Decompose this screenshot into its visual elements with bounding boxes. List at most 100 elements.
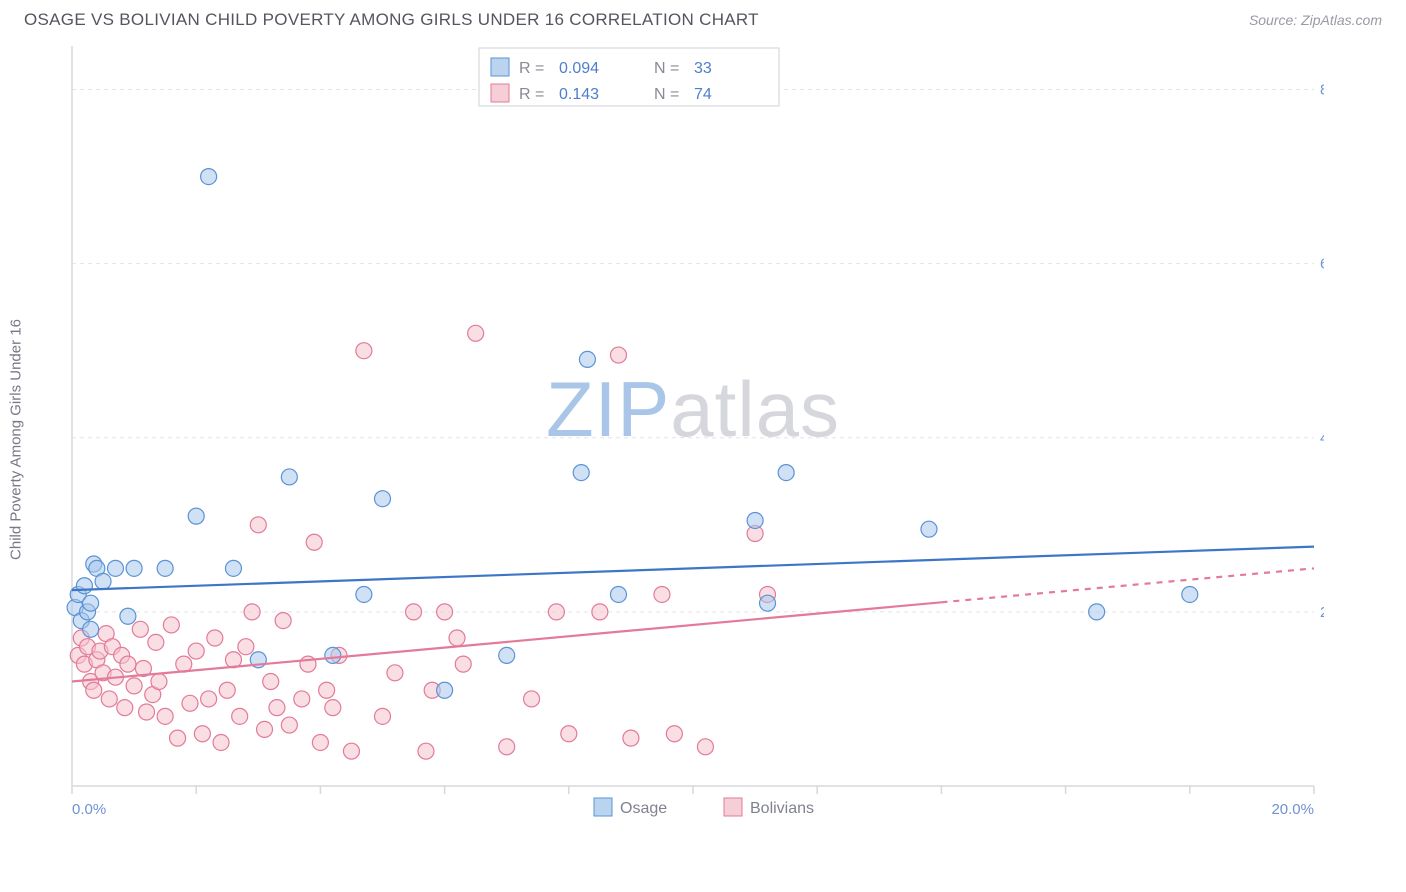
data-point-bolivians xyxy=(201,691,217,707)
data-point-bolivians xyxy=(654,586,670,602)
data-point-bolivians xyxy=(269,700,285,716)
y-tick-label: 20.0% xyxy=(1320,604,1324,621)
trend-line-bolivians-extrapolated xyxy=(941,568,1314,602)
data-point-bolivians xyxy=(548,604,564,620)
data-point-bolivians xyxy=(468,325,484,341)
data-point-bolivians xyxy=(163,617,179,633)
data-point-bolivians xyxy=(188,643,204,659)
trend-line-osage xyxy=(72,547,1314,591)
series-swatch-osage xyxy=(594,798,612,816)
y-tick-label: 40.0% xyxy=(1320,430,1324,447)
data-point-osage xyxy=(778,465,794,481)
data-point-osage xyxy=(1182,586,1198,602)
data-point-bolivians xyxy=(375,708,391,724)
data-point-bolivians xyxy=(294,691,310,707)
data-point-bolivians xyxy=(238,639,254,655)
data-point-bolivians xyxy=(148,634,164,650)
data-point-osage xyxy=(356,586,372,602)
svg-text:R =: R = xyxy=(519,86,544,103)
data-point-bolivians xyxy=(387,665,403,681)
data-point-bolivians xyxy=(132,621,148,637)
r-value-osage: 0.094 xyxy=(559,60,599,77)
data-point-bolivians xyxy=(623,730,639,746)
data-point-osage xyxy=(573,465,589,481)
data-point-osage xyxy=(83,621,99,637)
data-point-bolivians xyxy=(126,678,142,694)
data-point-osage xyxy=(747,512,763,528)
data-point-bolivians xyxy=(499,739,515,755)
trend-line-bolivians xyxy=(72,602,941,681)
correlation-scatter-chart: 20.0%40.0%60.0%80.0%0.0%20.0%ZIPatlasR =… xyxy=(24,36,1324,826)
data-point-bolivians xyxy=(610,347,626,363)
data-point-bolivians xyxy=(275,613,291,629)
data-point-bolivians xyxy=(455,656,471,672)
data-point-bolivians xyxy=(356,343,372,359)
data-point-bolivians xyxy=(101,691,117,707)
data-point-bolivians xyxy=(263,674,279,690)
data-point-bolivians xyxy=(170,730,186,746)
x-tick-label: 20.0% xyxy=(1271,801,1314,818)
source-name: ZipAtlas.com xyxy=(1301,12,1382,28)
data-point-osage xyxy=(610,586,626,602)
series-label-osage: Osage xyxy=(620,800,667,817)
data-point-bolivians xyxy=(524,691,540,707)
data-point-bolivians xyxy=(182,695,198,711)
data-point-bolivians xyxy=(592,604,608,620)
data-point-bolivians xyxy=(250,517,266,533)
data-point-bolivians xyxy=(139,704,155,720)
data-point-osage xyxy=(95,573,111,589)
data-point-osage xyxy=(437,682,453,698)
data-point-osage xyxy=(281,469,297,485)
data-point-bolivians xyxy=(157,708,173,724)
data-point-bolivians xyxy=(213,734,229,750)
svg-text:N =: N = xyxy=(654,60,679,77)
data-point-osage xyxy=(225,560,241,576)
data-point-osage xyxy=(1089,604,1105,620)
n-value-bolivians: 74 xyxy=(694,86,712,103)
data-point-bolivians xyxy=(281,717,297,733)
data-point-bolivians xyxy=(325,700,341,716)
watermark: ZIPatlas xyxy=(546,365,840,453)
data-point-osage xyxy=(325,647,341,663)
data-point-osage xyxy=(760,595,776,611)
data-point-osage xyxy=(201,169,217,185)
data-point-osage xyxy=(107,560,123,576)
x-tick-label: 0.0% xyxy=(72,801,106,818)
data-point-bolivians xyxy=(312,734,328,750)
svg-text:N =: N = xyxy=(654,86,679,103)
y-axis-label: Child Poverty Among Girls Under 16 xyxy=(8,319,25,560)
svg-text:R =: R = xyxy=(519,60,544,77)
data-point-bolivians xyxy=(207,630,223,646)
data-point-bolivians xyxy=(697,739,713,755)
data-point-bolivians xyxy=(666,726,682,742)
series-label-bolivians: Bolivians xyxy=(750,800,814,817)
data-point-bolivians xyxy=(244,604,260,620)
legend-swatch-bolivians xyxy=(491,84,509,102)
data-point-osage xyxy=(579,351,595,367)
data-point-bolivians xyxy=(86,682,102,698)
data-point-bolivians xyxy=(343,743,359,759)
source-prefix: Source: xyxy=(1249,12,1301,28)
data-point-osage xyxy=(126,560,142,576)
data-point-osage xyxy=(188,508,204,524)
data-point-osage xyxy=(157,560,173,576)
data-point-osage xyxy=(375,491,391,507)
data-point-bolivians xyxy=(232,708,248,724)
data-point-bolivians xyxy=(176,656,192,672)
data-point-bolivians xyxy=(219,682,235,698)
data-point-bolivians xyxy=(257,721,273,737)
source-attribution: Source: ZipAtlas.com xyxy=(1249,12,1382,28)
series-swatch-bolivians xyxy=(724,798,742,816)
chart-title: OSAGE VS BOLIVIAN CHILD POVERTY AMONG GI… xyxy=(24,10,759,30)
data-point-bolivians xyxy=(418,743,434,759)
data-point-bolivians xyxy=(406,604,422,620)
data-point-osage xyxy=(921,521,937,537)
y-tick-label: 60.0% xyxy=(1320,256,1324,273)
data-point-bolivians xyxy=(319,682,335,698)
data-point-osage xyxy=(83,595,99,611)
data-point-bolivians xyxy=(561,726,577,742)
data-point-osage xyxy=(120,608,136,624)
legend-swatch-osage xyxy=(491,58,509,76)
data-point-osage xyxy=(499,647,515,663)
data-point-bolivians xyxy=(151,674,167,690)
